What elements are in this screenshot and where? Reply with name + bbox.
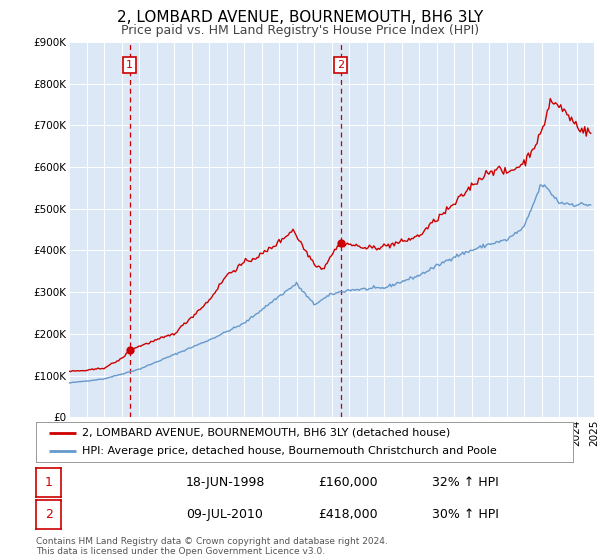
Text: 2, LOMBARD AVENUE, BOURNEMOUTH, BH6 3LY: 2, LOMBARD AVENUE, BOURNEMOUTH, BH6 3LY xyxy=(117,10,483,25)
Text: 2: 2 xyxy=(44,507,53,521)
Text: Contains HM Land Registry data © Crown copyright and database right 2024.
This d: Contains HM Land Registry data © Crown c… xyxy=(36,537,388,557)
Text: 2, LOMBARD AVENUE, BOURNEMOUTH, BH6 3LY (detached house): 2, LOMBARD AVENUE, BOURNEMOUTH, BH6 3LY … xyxy=(82,428,450,437)
Text: 09-JUL-2010: 09-JUL-2010 xyxy=(186,507,263,521)
Text: 1: 1 xyxy=(44,475,53,489)
Text: 30% ↑ HPI: 30% ↑ HPI xyxy=(432,507,499,521)
Text: £418,000: £418,000 xyxy=(318,507,377,521)
Text: Price paid vs. HM Land Registry's House Price Index (HPI): Price paid vs. HM Land Registry's House … xyxy=(121,24,479,36)
Text: HPI: Average price, detached house, Bournemouth Christchurch and Poole: HPI: Average price, detached house, Bour… xyxy=(82,446,496,456)
Text: 18-JUN-1998: 18-JUN-1998 xyxy=(186,475,265,489)
Text: 2: 2 xyxy=(337,60,344,70)
Text: £160,000: £160,000 xyxy=(318,475,377,489)
Text: 1: 1 xyxy=(126,60,133,70)
Text: 32% ↑ HPI: 32% ↑ HPI xyxy=(432,475,499,489)
